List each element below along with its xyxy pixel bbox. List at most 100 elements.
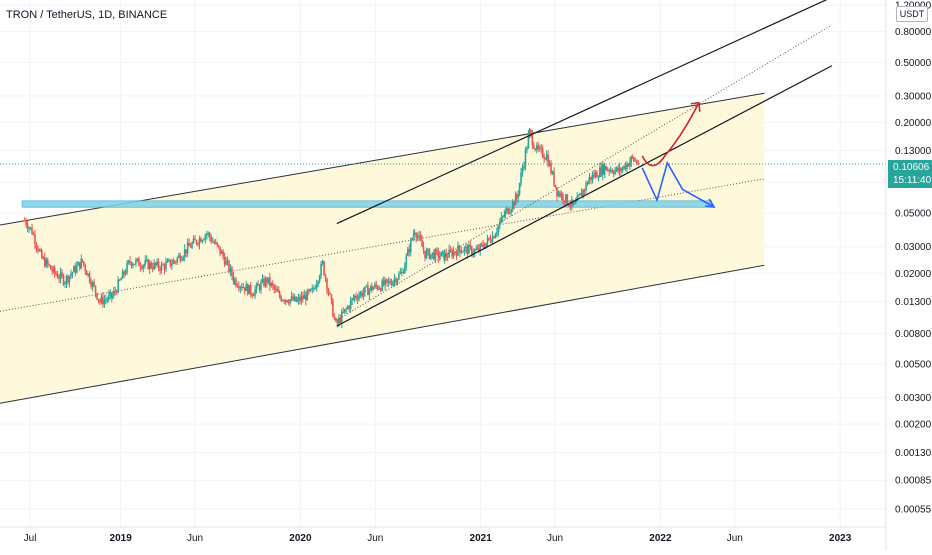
candle-body [67,276,69,283]
candle-body [568,203,570,206]
candle-body [440,251,443,257]
candle-body [482,244,484,247]
candle-body [96,292,98,300]
candle-body [77,262,80,266]
candle-body [117,279,119,293]
candle-body [634,160,637,162]
candle-body [381,280,383,291]
candle-body [434,249,437,260]
candle-body [121,271,124,279]
candle-body [618,167,621,172]
candle-body [28,227,30,229]
candle-body [52,267,55,272]
candle-body [401,271,403,273]
candle-body [229,267,232,272]
symbol-title: TRON / TetherUS, 1D, BINANCE [6,9,168,21]
support-zone [21,200,713,208]
candle-body [166,260,169,263]
channel-fill [0,93,765,404]
candle-body [543,157,545,159]
candle-body [56,274,59,279]
candle-body [233,279,236,282]
candle-body [477,248,480,252]
candle-body [460,251,463,254]
candle-body [176,257,179,262]
candle-body [340,311,343,323]
candle-body [593,174,595,177]
candle-body [493,236,495,239]
candle-body [183,249,186,257]
candle-body [169,259,172,266]
candle-body [323,261,325,275]
candle-body [536,145,538,151]
candle-body [422,246,425,251]
candle-body [373,284,376,288]
candle-body [608,169,610,172]
candle-body [126,262,128,273]
candle-body [71,272,74,275]
candle-body [32,234,35,236]
candle-body [580,193,583,197]
overlay-drawings [0,0,886,327]
candle-body [249,284,252,295]
currency-selector[interactable]: USDT [896,6,928,22]
candle-body [144,260,147,265]
candle-body [97,299,100,301]
candle-body [629,161,631,167]
candle-body [217,245,220,247]
price-axis-label: 0.80000 [895,27,932,38]
candle-body [398,273,400,280]
candle-body [120,278,122,281]
candle-body [266,278,268,283]
candle-body [210,237,213,242]
candle-body [361,292,363,297]
candle-body [264,278,267,286]
candle-body [591,174,594,180]
candle-body [518,183,521,194]
candle-body [269,277,271,286]
candle-body [594,172,597,177]
candle-body [606,169,609,171]
channel-drawings [0,92,765,404]
candle-body [129,260,131,263]
candle-body [551,171,554,174]
candle-body [333,316,336,318]
candle-body [362,292,365,297]
candle-body [550,163,552,174]
candle-body [74,266,77,273]
candle-body [300,296,303,302]
candle-body [299,297,301,302]
candle-body [197,243,199,245]
time-axis[interactable]: Jul 2019 Jun 2020 Jun 2021 Jun 2022 Jun 2023 [0,526,886,544]
candle-body [46,259,49,265]
candles [23,128,640,329]
candle-body [105,299,107,301]
candle-body [475,249,478,251]
candle-body [261,278,264,283]
candle-body [307,290,310,292]
price-axis[interactable]: 1.200000.800000.500000.300000.200000.130… [885,0,932,550]
candle-body [526,148,528,150]
candle-body [49,265,52,270]
candle-body [332,300,334,317]
candle-body [326,278,328,290]
candle-body [623,165,625,169]
candle-body [292,296,294,301]
candle-body [145,259,148,261]
candle-body [507,208,510,214]
candle-body [521,168,524,173]
candle-body [34,234,36,245]
candle-body [222,251,224,257]
candle-body [457,245,459,256]
candle-body [605,166,608,171]
time-axis-label: 2021 [470,533,493,544]
price-axis-label: 0.02000 [895,269,932,280]
candle-body [141,267,143,269]
candle-body [102,296,104,305]
candle-body [504,211,507,216]
candle-body [127,260,130,263]
candle-body [198,238,201,245]
time-axis-label: 2020 [289,533,312,544]
